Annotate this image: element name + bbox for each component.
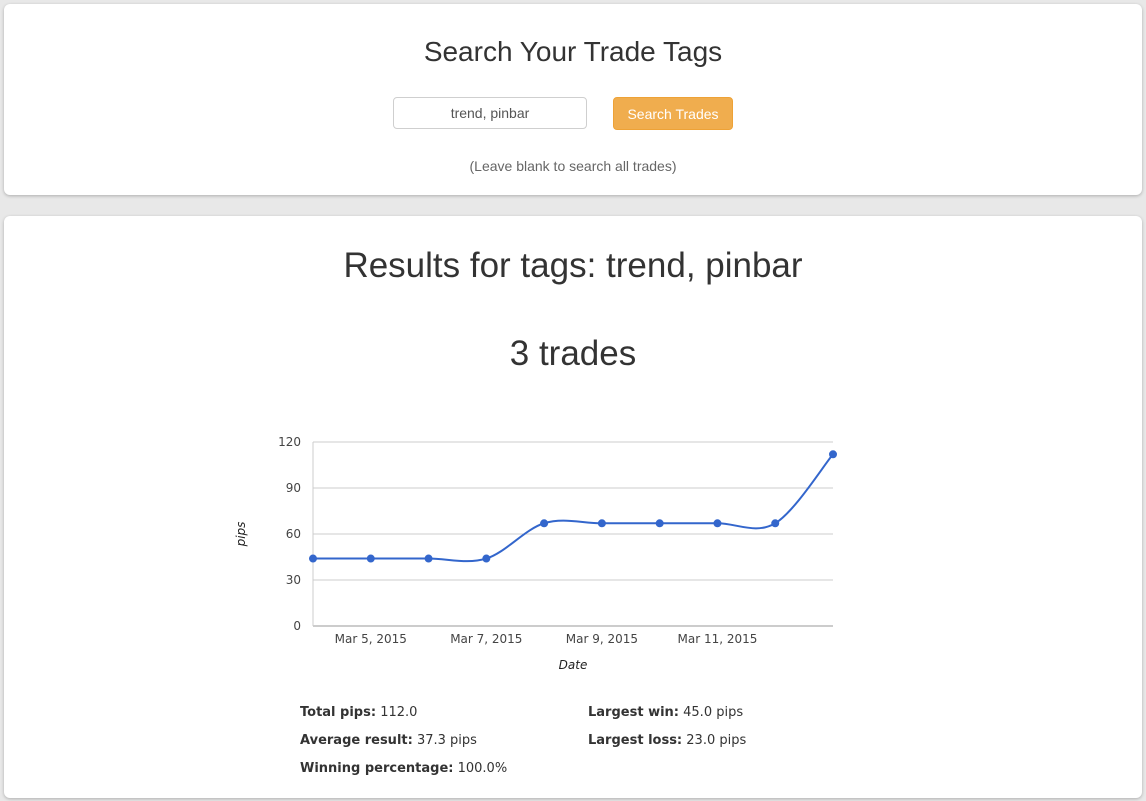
stat-largest-loss: Largest loss: 23.0 pips xyxy=(588,733,746,748)
x-tick-label: Mar 5, 2015 xyxy=(335,632,407,646)
data-point xyxy=(309,554,317,563)
x-tick-label: Mar 11, 2015 xyxy=(677,632,757,646)
y-axis-title: pips xyxy=(234,522,248,548)
y-tick-label: 90 xyxy=(286,481,301,495)
stat-value: 45.0 pips xyxy=(683,705,744,720)
stat-winning-percentage: Winning percentage: 100.0% xyxy=(300,761,507,776)
x-axis-title: Date xyxy=(559,658,588,672)
stat-largest-win: Largest win: 45.0 pips xyxy=(588,705,743,720)
data-point xyxy=(482,554,491,563)
stat-label: Largest win: xyxy=(588,705,679,720)
search-panel: Search Your Trade Tags Search Trades (Le… xyxy=(4,4,1142,195)
stat-label: Winning percentage: xyxy=(300,761,454,776)
trade-count: 3 trades xyxy=(509,334,637,373)
y-tick-label: 120 xyxy=(278,435,301,449)
search-trades-button[interactable]: Search Trades xyxy=(613,97,733,130)
x-tick-label: Mar 7, 2015 xyxy=(450,632,522,646)
y-tick-label: 60 xyxy=(286,527,301,541)
stat-total-pips: Total pips: 112.0 xyxy=(300,705,417,720)
stat-label: Average result: xyxy=(300,733,413,748)
stat-average-result: Average result: 37.3 pips xyxy=(300,733,477,748)
stat-value: 37.3 pips xyxy=(416,733,477,748)
search-hint: (Leave blank to search all trades) xyxy=(469,158,677,174)
stat-value: 112.0 xyxy=(380,705,418,720)
y-tick-label: 30 xyxy=(286,573,301,587)
data-point xyxy=(655,519,664,528)
pips-line-chart: 0 30 60 90 120 Mar 5, 2015 Mar 7, 2015 Mar 9, 2… xyxy=(234,435,837,672)
x-tick-label: Mar 9, 2015 xyxy=(566,632,638,646)
stat-value: 23.0 pips xyxy=(686,733,747,748)
y-tick-label: 0 xyxy=(293,619,301,633)
data-point xyxy=(424,554,433,563)
data-point xyxy=(597,519,606,528)
search-title: Search Your Trade Tags xyxy=(423,36,723,67)
stat-label: Largest loss: xyxy=(588,733,683,748)
data-point xyxy=(366,554,375,563)
data-point xyxy=(771,519,780,528)
stat-label: Total pips: xyxy=(300,705,377,720)
data-point xyxy=(540,519,549,528)
tag-search-input[interactable] xyxy=(393,97,587,129)
results-panel: Results for tags: trend, pinbar 3 trades… xyxy=(4,216,1142,798)
data-point xyxy=(829,450,837,459)
stat-value: 100.0% xyxy=(457,761,508,776)
series-line xyxy=(313,453,834,563)
data-point xyxy=(713,519,722,528)
results-title: Results for tags: trend, pinbar xyxy=(343,246,803,285)
